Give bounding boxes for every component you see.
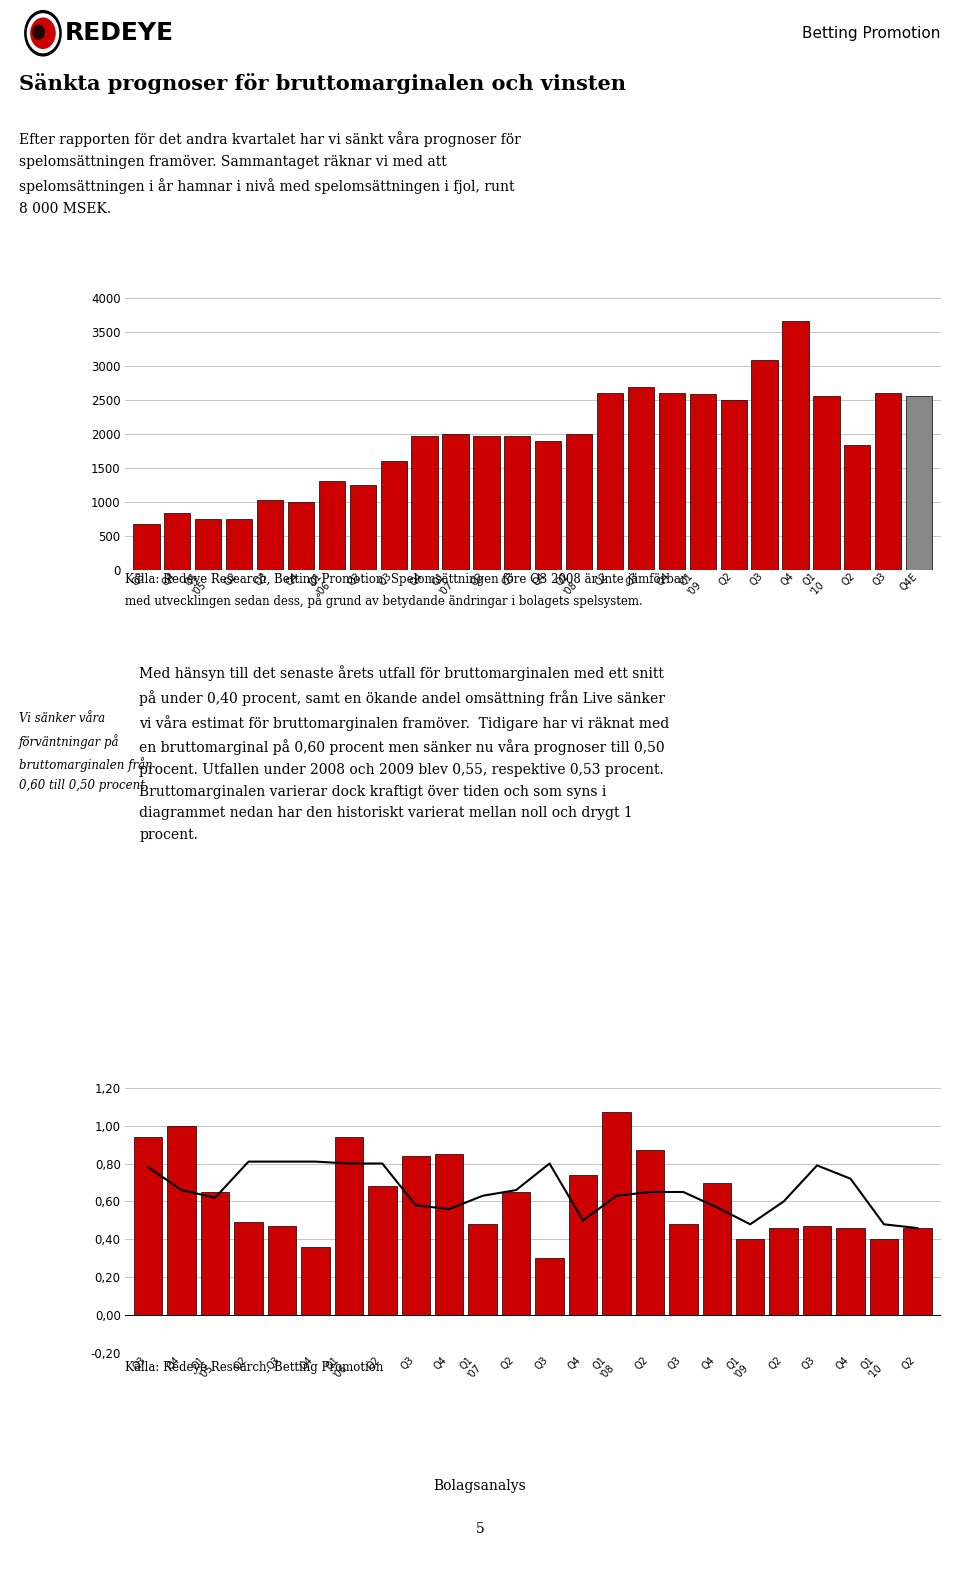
Bar (134, 1137, 162, 1315)
Text: Med hänsyn till det senaste årets utfall för bruttomarginalen med ett snitt
på u: Med hänsyn till det senaste årets utfall… (139, 665, 669, 842)
Bar (803, 1227, 831, 1315)
Bar (226, 519, 252, 570)
Bar (906, 396, 932, 570)
Bar (268, 1227, 297, 1315)
Bar (167, 1126, 196, 1315)
Bar (412, 437, 438, 570)
Circle shape (28, 14, 59, 52)
Bar (368, 1186, 396, 1315)
Bar (782, 321, 808, 570)
Text: Betting Promotion: Betting Promotion (803, 25, 941, 41)
Bar (380, 461, 407, 570)
Text: Källa: Redeye Research, Betting Promotion. Spelomsättningen före Q3 2008 är inte: Källa: Redeye Research, Betting Promotio… (125, 573, 686, 608)
Bar (133, 524, 159, 570)
Text: Bolagsanalys: Bolagsanalys (434, 1479, 526, 1493)
Bar (257, 500, 283, 570)
Text: Vi sänker våra
förväntningar på
bruttomarginalen från
0,60 till 0,50 procent: Vi sänker våra förväntningar på bruttoma… (19, 712, 153, 792)
Bar (468, 1224, 497, 1315)
Bar (566, 434, 592, 570)
Bar (502, 1192, 530, 1315)
Circle shape (33, 25, 44, 40)
Bar (401, 1156, 430, 1315)
Bar (319, 481, 345, 570)
Bar (703, 1183, 731, 1315)
Bar (443, 434, 468, 570)
Bar (602, 1113, 631, 1315)
Circle shape (31, 17, 55, 49)
Bar (844, 445, 871, 570)
Text: Sänkta prognoser för bruttomarginalen och vinsten: Sänkta prognoser för bruttomarginalen oc… (19, 73, 626, 93)
Circle shape (25, 11, 61, 55)
Bar (195, 519, 222, 570)
Bar (721, 400, 747, 570)
Bar (164, 513, 190, 570)
Bar (876, 393, 901, 570)
Bar (301, 1247, 329, 1315)
Text: Diagram 2: Spelomsättning SEKm: Diagram 2: Spelomsättning SEKm (134, 264, 424, 280)
Bar (288, 502, 314, 570)
Bar (597, 393, 623, 570)
Bar (870, 1239, 899, 1315)
Bar (669, 1224, 698, 1315)
Bar (689, 394, 716, 570)
Bar (234, 1222, 263, 1315)
Bar (349, 484, 376, 570)
Bar (836, 1228, 865, 1315)
Bar (736, 1239, 764, 1315)
Bar (473, 437, 499, 570)
Text: 5: 5 (475, 1523, 485, 1536)
Bar (769, 1228, 798, 1315)
Bar (335, 1137, 363, 1315)
Bar (752, 361, 778, 570)
Text: REDEYE: REDEYE (64, 21, 174, 46)
Text: Efter rapporten för det andra kvartalet har vi sänkt våra prognoser för
spelomsä: Efter rapporten för det andra kvartalet … (19, 131, 521, 215)
Bar (201, 1192, 229, 1315)
Bar (813, 396, 840, 570)
Bar (535, 442, 562, 570)
Bar (536, 1258, 564, 1315)
Text: Diagram 3: Bruttomarginal i procent, per kvartal och 1 års snitt: Diagram 3: Bruttomarginal i procent, per… (134, 1051, 682, 1067)
Bar (903, 1228, 931, 1315)
Text: Källa: Redeye Research, Betting Promotion: Källa: Redeye Research, Betting Promotio… (125, 1361, 383, 1374)
Bar (504, 437, 531, 570)
Bar (659, 393, 685, 570)
Bar (636, 1151, 664, 1315)
Bar (568, 1175, 597, 1315)
Bar (628, 388, 654, 570)
Bar (435, 1154, 464, 1315)
